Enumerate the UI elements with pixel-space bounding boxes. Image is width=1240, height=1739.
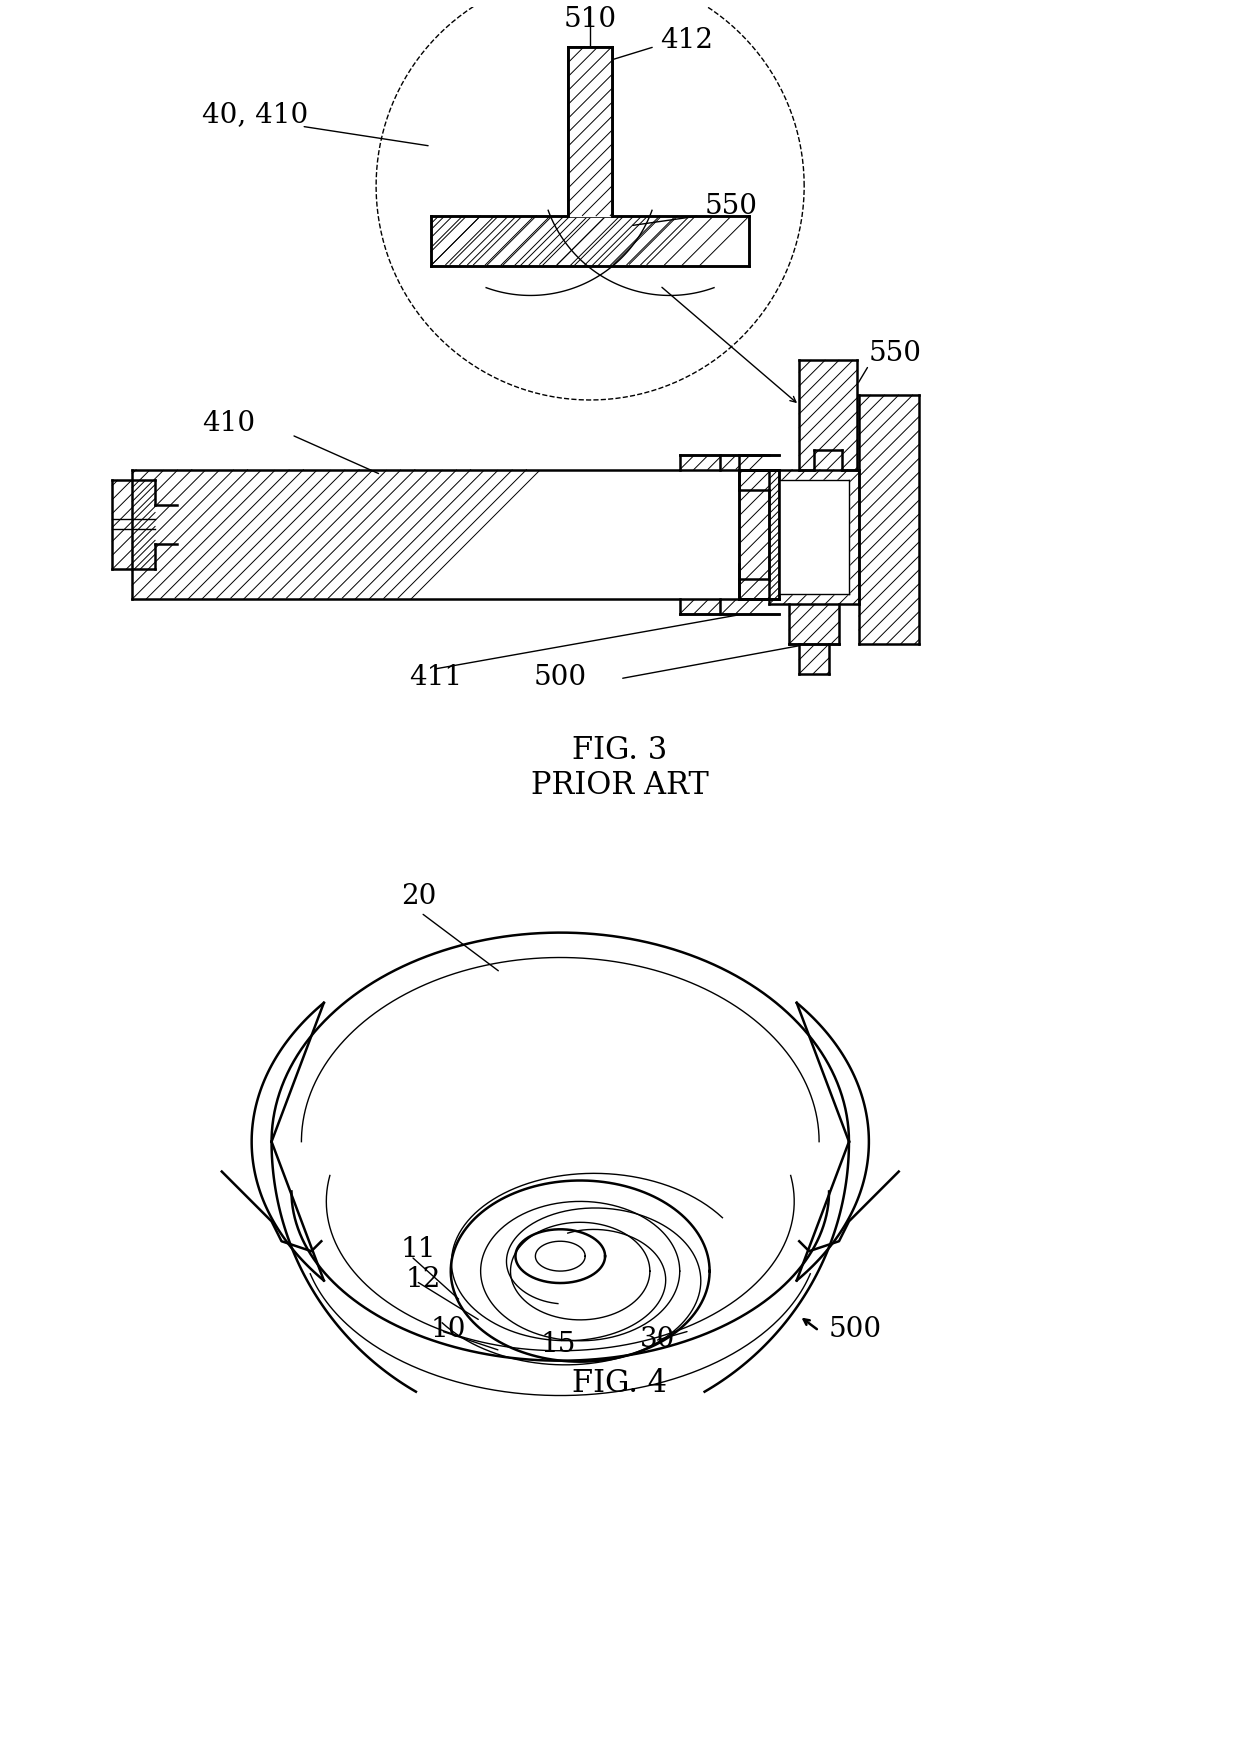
Text: PRIOR ART: PRIOR ART xyxy=(531,770,709,800)
Text: 411: 411 xyxy=(409,663,463,690)
Text: 500: 500 xyxy=(533,663,587,690)
Text: 410: 410 xyxy=(202,410,255,436)
Text: 412: 412 xyxy=(660,26,713,54)
Text: 40, 410: 40, 410 xyxy=(202,101,308,129)
Text: 550: 550 xyxy=(869,339,921,367)
Text: 20: 20 xyxy=(401,882,436,909)
Text: 510: 510 xyxy=(563,5,616,33)
Polygon shape xyxy=(789,605,839,645)
Polygon shape xyxy=(859,396,919,645)
Polygon shape xyxy=(680,456,779,471)
Polygon shape xyxy=(739,471,779,600)
Polygon shape xyxy=(680,600,779,614)
Polygon shape xyxy=(769,471,859,605)
Text: 10: 10 xyxy=(430,1315,466,1343)
Polygon shape xyxy=(739,435,869,614)
Text: FIG. 3: FIG. 3 xyxy=(573,736,667,765)
Polygon shape xyxy=(800,362,857,471)
Polygon shape xyxy=(133,471,779,600)
Text: 550: 550 xyxy=(704,193,758,219)
Text: 11: 11 xyxy=(401,1235,436,1263)
Polygon shape xyxy=(779,480,849,595)
Polygon shape xyxy=(113,480,155,570)
Polygon shape xyxy=(568,47,613,217)
Text: 500: 500 xyxy=(830,1315,882,1343)
Polygon shape xyxy=(859,396,919,645)
Polygon shape xyxy=(430,217,749,266)
Text: 30: 30 xyxy=(640,1325,676,1351)
Polygon shape xyxy=(800,645,830,675)
Polygon shape xyxy=(568,47,613,217)
Text: 15: 15 xyxy=(541,1330,575,1356)
Text: 12: 12 xyxy=(405,1266,441,1292)
Text: FIG. 4: FIG. 4 xyxy=(573,1367,667,1398)
